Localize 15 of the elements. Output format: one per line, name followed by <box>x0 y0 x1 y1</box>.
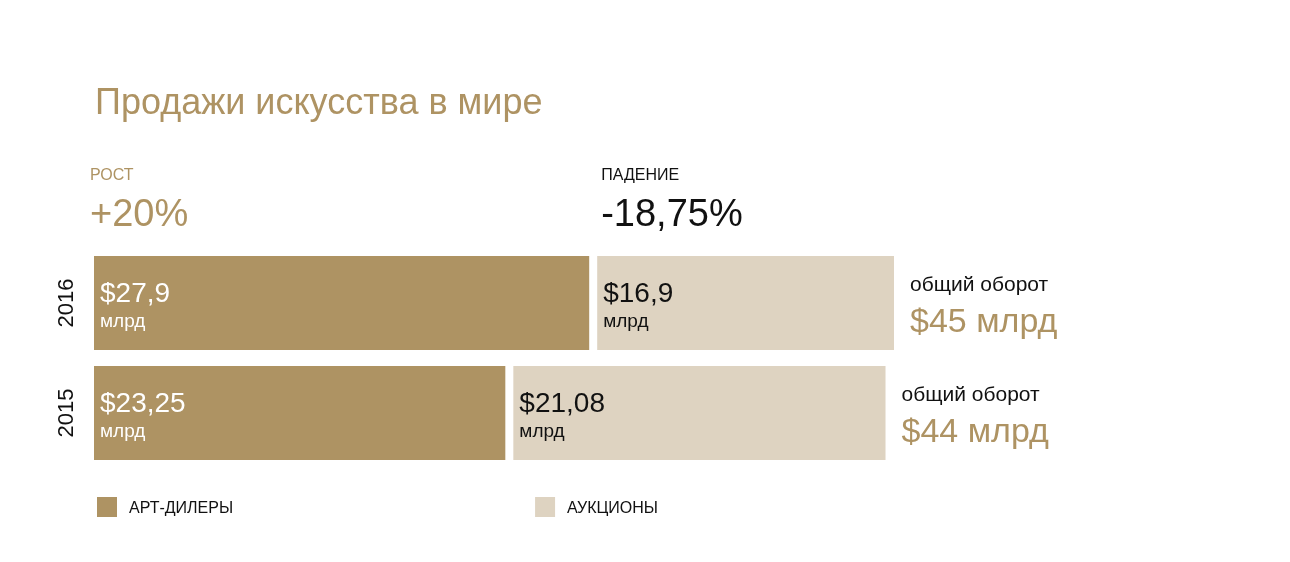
text: ПАДЕНИЕ <box>601 165 680 183</box>
total-label: общий оборот $45 млрд <box>910 271 1058 339</box>
text: -18,75% <box>601 192 743 234</box>
chart-title: Продажи искусства в мире <box>95 80 543 122</box>
data-label: $27,9 млрд <box>100 276 171 331</box>
data-label: $21,08 млрд <box>519 386 605 441</box>
data-label: $23,25 млрд <box>100 386 186 441</box>
y-tick-label: 2015 <box>52 388 78 438</box>
text: +20% <box>90 192 189 234</box>
text: РОСТ <box>90 165 134 183</box>
data-label: $16,9 млрд <box>603 276 674 331</box>
legend-label: АУКЦИОНЫ <box>567 498 659 516</box>
y-tick-label: 2016 <box>52 278 78 328</box>
legend-label: АРТ-ДИЛЕРЫ <box>129 498 234 516</box>
total-label: общий оборот $44 млрд <box>901 381 1050 449</box>
